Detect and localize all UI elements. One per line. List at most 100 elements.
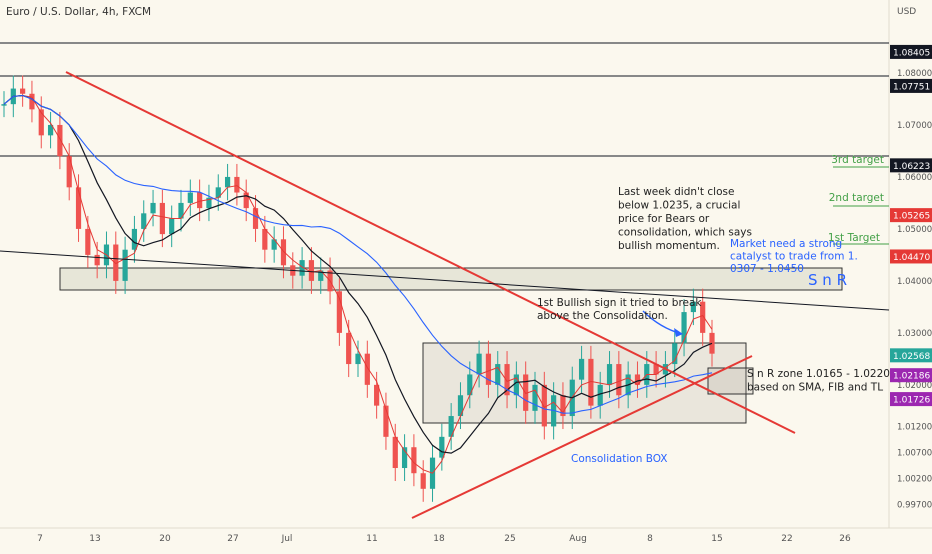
consolidation-label: Consolidation BOX	[571, 453, 668, 465]
price-badge-label: 1.06223	[893, 162, 930, 172]
price-badge	[890, 158, 932, 173]
candle-body	[606, 364, 613, 385]
symbol-title: Euro / U.S. Dollar, 4h, FXCM	[6, 6, 151, 18]
candle-body	[467, 374, 473, 396]
weekly-note-line-1: Last week didn't close	[618, 186, 734, 198]
candle-body	[131, 228, 138, 250]
candle-body	[169, 218, 175, 235]
candle-body	[262, 228, 268, 250]
candle-body	[299, 260, 305, 276]
candle-body	[653, 364, 659, 375]
candle-body	[197, 192, 203, 209]
candle-body	[178, 202, 184, 219]
catalyst-note-line-2: catalyst to trade from 1.	[730, 251, 858, 263]
candle-body	[206, 197, 212, 209]
price-tick-label: 1.01200	[897, 422, 932, 432]
candle-body	[411, 447, 417, 474]
candle-body	[383, 405, 389, 437]
candle-body	[38, 109, 44, 136]
price-tick-label: 1.05000	[897, 225, 932, 235]
price-axis-ticks: 1.08000 1.07000 1.06000 1.05000 1.04000 1.030…	[897, 69, 932, 510]
time-tick-label: 25	[504, 534, 515, 544]
candle-body	[271, 239, 277, 250]
price-badge-label: 1.05265	[893, 212, 930, 222]
price-tick-label: 1.00200	[897, 474, 932, 484]
candle-body	[513, 374, 519, 396]
weekly-note-line-3: price for Bears or	[618, 213, 710, 225]
price-badge-label: 1.08405	[893, 48, 930, 58]
candle-body	[597, 384, 603, 406]
weekly-note-line-4: consolidation, which says	[618, 227, 752, 239]
price-badge-label: 1.04470	[893, 253, 930, 263]
price-badge-label: 1.02568	[893, 352, 930, 362]
bullish-note-line-1: 1st Bullish sign it tried to break	[537, 297, 702, 309]
arrow-head-icon	[674, 328, 683, 337]
price-badge	[890, 249, 932, 264]
candle-body	[485, 353, 492, 385]
sma-long-line	[3, 94, 713, 414]
price-badges: 1.08405 1.07751 1.06223 1.05265 1.04470 1.025…	[890, 44, 932, 407]
descending-trendline[interactable]	[65, 71, 796, 434]
time-tick-label: 18	[433, 534, 445, 544]
candle-body	[578, 358, 585, 380]
candle-body	[47, 124, 54, 136]
candle-body	[374, 384, 380, 406]
catalyst-note-line-3: 0307 - 1.0450	[730, 263, 804, 275]
candle-body	[634, 374, 641, 385]
price-tick-label: 1.04000	[897, 277, 932, 287]
candle-body	[159, 202, 165, 235]
candle-body	[234, 176, 240, 193]
candle-body	[588, 358, 594, 406]
candle-body	[690, 301, 696, 313]
candle-body	[252, 208, 259, 229]
ascending-trendline[interactable]	[411, 355, 753, 519]
candle-body	[224, 176, 231, 188]
price-badge-label: 1.01726	[893, 396, 930, 406]
price-badge	[890, 208, 932, 223]
candle-body	[113, 244, 119, 281]
snr-zone-note-line-2: based on SMA, FIB and TL	[747, 382, 883, 394]
time-tick-label: 26	[839, 534, 851, 544]
time-tick-label: 15	[711, 534, 722, 544]
catalyst-note: Market need a strong catalyst to trade f…	[730, 238, 861, 275]
candle-body	[448, 416, 454, 437]
long-trendline[interactable]	[0, 250, 890, 311]
price-tick-label: 1.07000	[897, 121, 932, 131]
time-tick-label: 20	[159, 534, 171, 544]
candle-body	[495, 364, 501, 385]
candle-body	[187, 192, 193, 203]
price-tick-label: 0.99700	[897, 500, 932, 510]
weekly-note: Last week didn't close below 1.0235, a c…	[618, 186, 755, 252]
snr-zone-rect[interactable]	[59, 267, 843, 291]
bullish-note-line-2: above the Consolidation.	[537, 310, 668, 322]
price-badge	[890, 78, 932, 93]
price-badge	[890, 44, 932, 59]
candle-body	[280, 239, 287, 266]
price-tick-label: 1.00700	[897, 448, 932, 458]
candle-body	[355, 353, 361, 365]
price-badge	[890, 392, 932, 407]
time-tick-label: 13	[89, 534, 100, 544]
candle-body	[215, 187, 221, 198]
candle-body	[401, 447, 408, 469]
bullish-note: 1st Bullish sign it tried to break above…	[537, 297, 705, 322]
candle-body	[672, 343, 678, 365]
price-tick-label: 1.02000	[897, 381, 932, 391]
candle-body	[318, 270, 324, 281]
currency-label: USD	[897, 7, 916, 17]
candle-body	[560, 395, 566, 417]
candle-body	[420, 473, 426, 489]
candle-body	[709, 332, 715, 354]
candle-body	[532, 384, 538, 411]
candle-body	[94, 254, 100, 266]
sma-mid-line	[3, 94, 713, 454]
candle-body	[308, 260, 315, 281]
price-tick-label: 1.06000	[897, 173, 932, 183]
time-tick-label: 27	[227, 534, 238, 544]
candle-body	[75, 187, 82, 229]
time-tick-label: 8	[647, 534, 653, 544]
snr-zone-small-rect[interactable]	[707, 367, 754, 395]
candle-body	[57, 124, 63, 157]
